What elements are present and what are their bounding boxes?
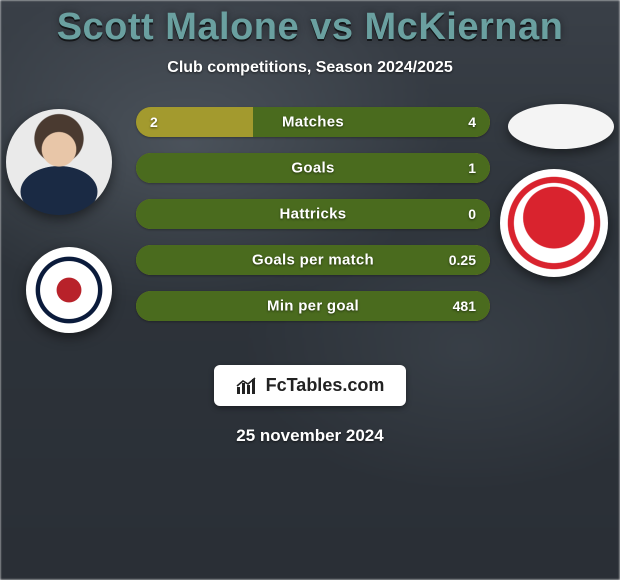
comparison-card: Scott Malone vs McKiernan Club competiti… xyxy=(0,0,620,446)
brand-badge: FcTables.com xyxy=(214,365,407,406)
stat-label: Min per goal xyxy=(267,298,359,315)
stat-label: Hattricks xyxy=(280,206,347,223)
club-crest-left xyxy=(26,247,112,333)
comparison-body: 2 4 Matches 1 Goals 0 Hattricks 0.25 Goals per m… xyxy=(0,107,620,347)
stat-value-right: 4 xyxy=(468,114,476,130)
stat-bar: 0 Hattricks xyxy=(136,199,490,229)
stat-value-right: 1 xyxy=(468,160,476,176)
stat-bars: 2 4 Matches 1 Goals 0 Hattricks 0.25 Goals per m… xyxy=(136,107,490,337)
club-crest-right xyxy=(500,169,608,277)
stat-bar: 1 Goals xyxy=(136,153,490,183)
player-avatar-right xyxy=(508,104,614,149)
stat-value-right: 0.25 xyxy=(449,252,476,268)
chart-icon xyxy=(236,377,258,395)
stat-bar: 0.25 Goals per match xyxy=(136,245,490,275)
comparison-date: 25 november 2024 xyxy=(0,426,620,446)
stat-value-right: 481 xyxy=(453,298,476,314)
comparison-title: Scott Malone vs McKiernan xyxy=(0,0,620,49)
stat-label: Matches xyxy=(282,114,344,131)
player-avatar-left xyxy=(6,109,112,215)
stat-value-left: 2 xyxy=(150,114,158,130)
stat-label: Goals per match xyxy=(252,252,374,269)
stat-bar: 2 4 Matches xyxy=(136,107,490,137)
stat-bar: 481 Min per goal xyxy=(136,291,490,321)
comparison-subtitle: Club competitions, Season 2024/2025 xyxy=(0,59,620,77)
stat-value-right: 0 xyxy=(468,206,476,222)
brand-text: FcTables.com xyxy=(266,375,385,396)
stat-label: Goals xyxy=(291,160,334,177)
